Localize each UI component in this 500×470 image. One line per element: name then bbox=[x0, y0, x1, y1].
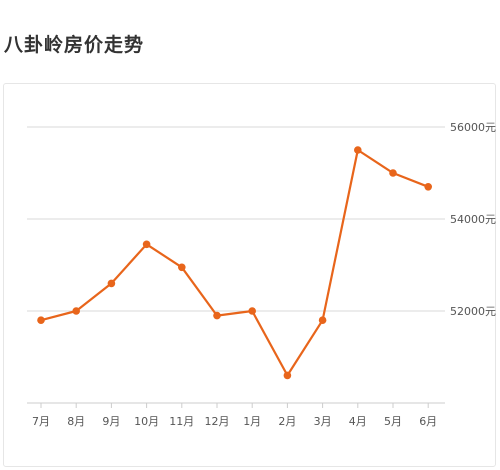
x-tick-label: 1月 bbox=[243, 415, 261, 428]
data-point-6月 bbox=[424, 183, 433, 191]
page-title: 八卦岭房价走势 bbox=[4, 34, 145, 56]
x-tick-label: 7月 bbox=[32, 415, 50, 428]
x-tick-label: 10月 bbox=[134, 415, 159, 428]
data-point-5月 bbox=[389, 169, 397, 177]
x-tick-label: 6月 bbox=[419, 415, 437, 428]
x-tick-label: 12月 bbox=[205, 415, 230, 428]
series-line bbox=[39, 148, 430, 377]
data-point-10月 bbox=[142, 240, 151, 249]
y-tick-label: 54000元 bbox=[450, 213, 496, 226]
data-point-7月 bbox=[37, 316, 45, 325]
x-tick-label: 9月 bbox=[102, 415, 120, 428]
data-point-8月 bbox=[72, 307, 80, 315]
x-tick-label: 3月 bbox=[314, 415, 332, 428]
x-tick-label: 11月 bbox=[169, 415, 194, 428]
y-tick-label: 52000元 bbox=[450, 305, 496, 318]
data-point-3月 bbox=[318, 316, 327, 325]
x-tick-label: 4月 bbox=[349, 415, 367, 428]
x-tick-label: 8月 bbox=[67, 415, 85, 428]
y-tick-label: 56000元 bbox=[450, 121, 496, 134]
data-point-2月 bbox=[283, 371, 292, 380]
x-tick-label: 5月 bbox=[384, 415, 402, 428]
data-point-4月 bbox=[354, 146, 362, 154]
data-point-1月 bbox=[248, 307, 256, 315]
x-tick-label: 2月 bbox=[278, 415, 296, 428]
data-point-12月 bbox=[213, 311, 221, 320]
data-point-11月 bbox=[178, 263, 186, 272]
data-point-9月 bbox=[107, 279, 116, 288]
